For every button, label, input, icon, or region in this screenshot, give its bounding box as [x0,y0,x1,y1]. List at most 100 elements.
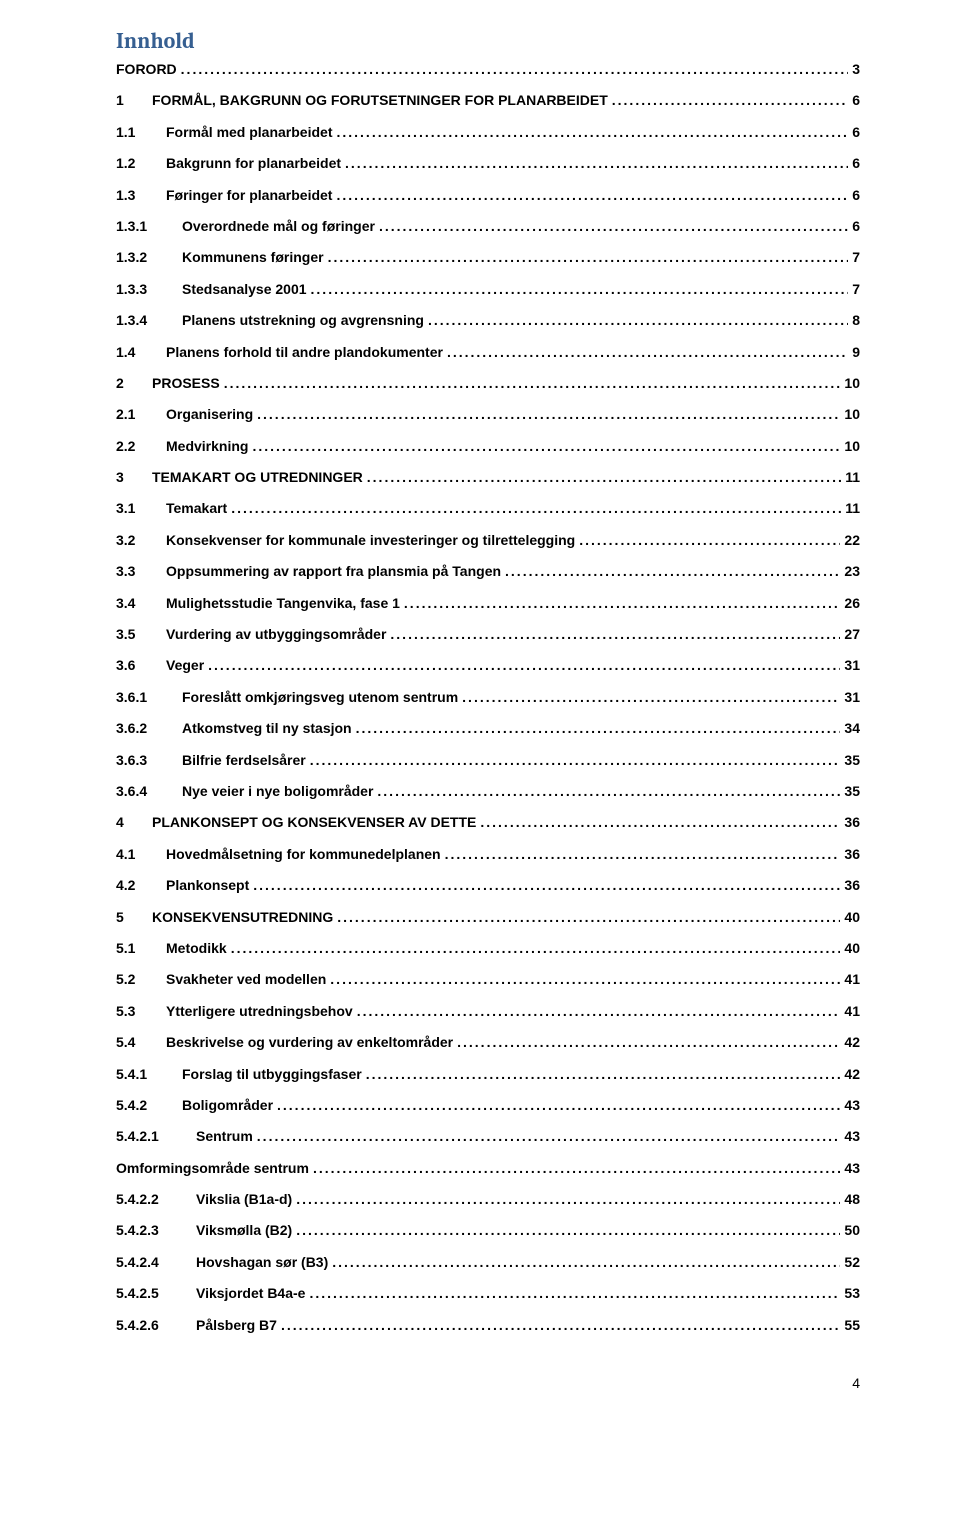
toc-entry-page: 40 [840,939,860,958]
toc-entry-label: Viksjordet B4a-e [196,1284,309,1303]
toc-entry[interactable]: 5.4.2.6Pålsberg B755 [116,1316,860,1335]
toc-entry[interactable]: 5.2Svakheter ved modellen41 [116,970,860,989]
toc-entry[interactable]: 4.1Hovedmålsetning for kommunedelplanen3… [116,845,860,864]
toc-entry[interactable]: 5.4.2Boligområder 43 [116,1096,860,1115]
toc-entry-number: 1.3 [116,186,166,205]
toc-entry[interactable]: 3.5Vurdering av utbyggingsområder27 [116,625,860,644]
toc-entry-page: 23 [840,562,860,581]
toc-leader-dots [356,719,841,738]
toc-entry[interactable]: 1.3.3Stedsanalyse 20017 [116,280,860,299]
toc-entry-page: 43 [840,1096,860,1115]
toc-entry-number: 5.4.2.1 [116,1127,196,1146]
toc-entry-page: 27 [840,625,860,644]
toc-entry[interactable]: 3.6.1Foreslått omkjøringsveg utenom sent… [116,688,860,707]
toc-leader-dots [231,499,841,518]
toc-leader-dots [309,1284,840,1303]
toc-leader-dots [445,845,841,864]
toc-entry[interactable]: 5.4.2.2Vikslia (B1a-d)48 [116,1190,860,1209]
toc-entry-number: 1.2 [116,154,166,173]
toc-entry[interactable]: 4.2Plankonsept36 [116,876,860,895]
toc-entry-number: 1.1 [116,123,166,142]
toc-entry-label: Temakart [166,499,231,518]
page-number: 4 [116,1375,860,1391]
toc-entry-label: Bakgrunn for planarbeidet [166,154,345,173]
toc-entry[interactable]: 5.4.2.5Viksjordet B4a-e53 [116,1284,860,1303]
toc-leader-dots [296,1190,840,1209]
toc-entry[interactable]: Omformingsområde sentrum 43 [116,1159,860,1178]
toc-entry[interactable]: 3.3Oppsummering av rapport fra plansmia … [116,562,860,581]
toc-leader-dots [337,908,840,927]
toc-entry-number: 2.1 [116,405,166,424]
toc-leader-dots [328,248,849,267]
toc-entry-label: Omformingsområde sentrum [116,1159,313,1178]
toc-entry[interactable]: 1.3.4Planens utstrekning og avgrensning8 [116,311,860,330]
toc-entry[interactable]: 5.3Ytterligere utredningsbehov41 [116,1002,860,1021]
toc-entry[interactable]: 3.1Temakart11 [116,499,860,518]
toc-entry-number: 2.2 [116,437,166,456]
toc-entry-label: Foreslått omkjøringsveg utenom sentrum [182,688,462,707]
toc-entry[interactable]: 5.4.1Forslag til utbyggingsfaser42 [116,1065,860,1084]
toc-entry-page: 43 [840,1159,860,1178]
toc-entry[interactable]: 3.6Veger31 [116,656,860,675]
toc-entry-number: 3.6.2 [116,719,182,738]
toc-entry[interactable]: 1.1Formål med planarbeidet6 [116,123,860,142]
toc-leader-dots [505,562,840,581]
toc-entry-page: 6 [848,217,860,236]
toc-entry-page: 22 [840,531,860,550]
toc-entry[interactable]: FORORD3 [116,60,860,79]
toc-entry-label: Oppsummering av rapport fra plansmia på … [166,562,505,581]
toc-entry[interactable]: 3.4Mulighetsstudie Tangenvika, fase 126 [116,594,860,613]
toc-entry[interactable]: 5.4Beskrivelse og vurdering av enkeltomr… [116,1033,860,1052]
toc-leader-dots [404,594,841,613]
toc-entry-number: 1.3.3 [116,280,182,299]
toc-entry[interactable]: 1.2Bakgrunn for planarbeidet6 [116,154,860,173]
toc-entry-page: 10 [840,437,860,456]
toc-entry[interactable]: 4PLANKONSEPT OG KONSEKVENSER AV DETTE36 [116,813,860,832]
toc-entry-label: Føringer for planarbeidet [166,186,336,205]
toc-entry[interactable]: 3TEMAKART OG UTREDNINGER11 [116,468,860,487]
toc-entry-number: 2 [116,374,152,393]
toc-entry[interactable]: 3.6.4Nye veier i nye boligområder35 [116,782,860,801]
toc-entry[interactable]: 5.4.2.3Viksmølla (B2)50 [116,1221,860,1240]
toc-leader-dots [379,217,848,236]
toc-entry[interactable]: 1FORMÅL, BAKGRUNN OG FORUTSETNINGER FOR … [116,91,860,110]
toc-entry[interactable]: 2.2Medvirkning10 [116,437,860,456]
toc-entry-page: 8 [848,311,860,330]
toc-entry-number: 4.1 [116,845,166,864]
toc-entry-label: PROSESS [152,374,224,393]
toc-entry-page: 11 [841,468,860,487]
toc-entry[interactable]: 1.3.2Kommunens føringer7 [116,248,860,267]
toc-leader-dots [366,1065,841,1084]
toc-entry[interactable]: 1.3Føringer for planarbeidet6 [116,186,860,205]
toc-leader-dots [428,311,848,330]
toc-entry[interactable]: 1.4Planens forhold til andre plandokumen… [116,343,860,362]
toc-entry-label: PLANKONSEPT OG KONSEKVENSER AV DETTE [152,813,480,832]
toc-entry[interactable]: 3.6.2Atkomstveg til ny stasjon34 [116,719,860,738]
toc-entry-label: Planens forhold til andre plandokumenter [166,343,447,362]
toc-entry[interactable]: 5.4.2.4Hovshagan sør (B3)52 [116,1253,860,1272]
toc-entry-page: 31 [840,688,860,707]
toc-entry[interactable]: 5.1Metodikk40 [116,939,860,958]
toc-entry-number: 1 [116,91,152,110]
toc-entry[interactable]: 3.2Konsekvenser for kommunale investerin… [116,531,860,550]
toc-entry[interactable]: 3.6.3Bilfrie ferdselsårer35 [116,751,860,770]
toc-entry[interactable]: 5KONSEKVENSUTREDNING40 [116,908,860,927]
toc-entry-number: 3.6.1 [116,688,182,707]
toc-entry-label: FORORD [116,60,181,79]
table-of-contents: FORORD3 1FORMÅL, BAKGRUNN OG FORUTSETNING… [116,60,860,1335]
toc-entry[interactable]: 2.1Organisering10 [116,405,860,424]
toc-entry-label: Svakheter ved modellen [166,970,330,989]
toc-entry-page: 10 [840,374,860,393]
toc-leader-dots [181,60,849,79]
toc-entry-label: Boligområder [182,1096,277,1115]
toc-leader-dots [208,656,840,675]
toc-entry-page: 52 [840,1253,860,1272]
toc-entry-number: 5.4.1 [116,1065,182,1084]
toc-entry-number: 5.3 [116,1002,166,1021]
toc-entry[interactable]: 1.3.1Overordnede mål og føringer6 [116,217,860,236]
toc-entry-label: Overordnede mål og føringer [182,217,379,236]
toc-entry[interactable]: 5.4.2.1Sentrum43 [116,1127,860,1146]
toc-entry-page: 6 [848,123,860,142]
toc-entry-number: 5.4.2 [116,1096,182,1115]
toc-entry[interactable]: 2PROSESS 10 [116,374,860,393]
